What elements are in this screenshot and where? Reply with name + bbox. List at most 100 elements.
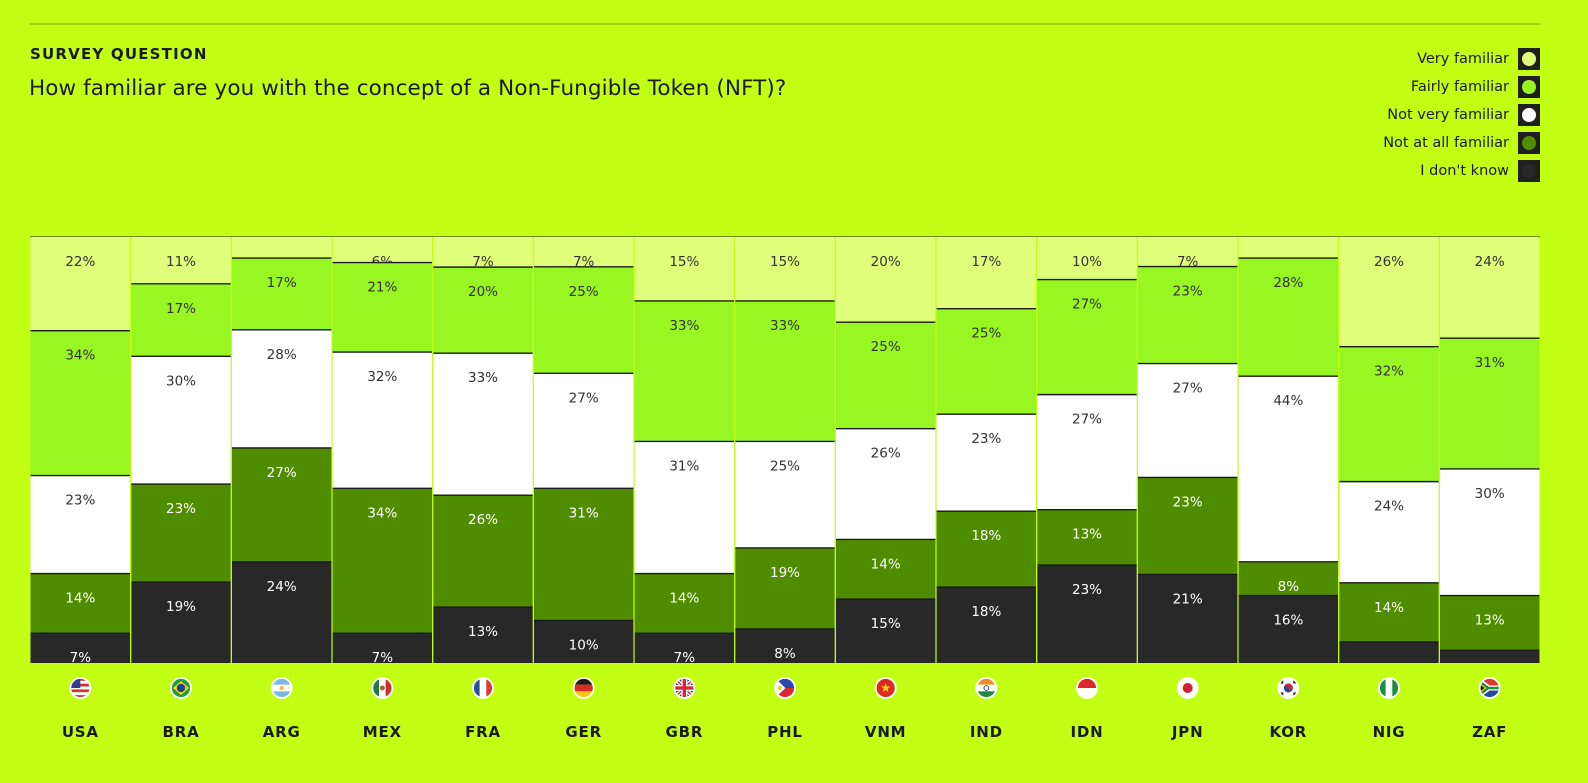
bar-segment-usa-3 [30,573,131,634]
bar-segment-ind-1 [936,308,1037,415]
bar-segment-vnm-0 [835,237,936,323]
legend-dot-icon [1522,80,1536,94]
flag-ring [1176,677,1199,699]
legend-swatch [1518,132,1540,154]
bar-segment-gbr-0 [634,237,735,301]
bar-segment-zaf-1 [1439,338,1540,469]
bar-segment-idn-0 [1037,237,1137,280]
vn-flag-icon [875,678,896,698]
bar-zaf: 24% 31% 30% 13% [1439,237,1540,663]
bar-usa: 22% 34% 23% 14% 7% [30,237,131,666]
bar-fra: 7% 20% 33% 26% 13% [433,237,533,663]
bar-segment-gbr-2 [634,441,735,574]
data-label: 13% [1475,613,1505,629]
bar-ger: 7% 25% 27% 31% 10% [533,237,634,663]
bar-segment-gbr-4 [634,633,735,663]
bar-segment-ger-4 [533,620,634,663]
legend-label: Very familiar [1417,51,1509,67]
data-label: 25% [971,326,1001,342]
bar-segment-phl-1 [735,300,835,442]
bar-arg: 17% 28% 27% 24% [231,237,332,663]
bar-segment-kor-3 [1238,561,1339,596]
mx-flag-icon [372,678,393,698]
data-label: 31% [669,458,699,474]
bar-segment-idn-4 [1037,565,1137,663]
flag-ring [673,677,696,699]
country-label: BRA [163,723,200,741]
data-label: 24% [1374,499,1404,515]
legend-swatch [1518,104,1540,126]
bar-segment-vnm-2 [835,428,936,540]
legend-item-fairly-familiar: Fairly familiar [1383,73,1540,101]
country-label: JPN [1171,723,1204,741]
data-label: 25% [569,284,599,300]
data-label: 30% [166,373,196,389]
legend-swatch [1518,160,1540,182]
data-label: 14% [65,591,95,607]
bar-segment-mex-4 [332,633,433,663]
bar-gbr: 15% 33% 31% 14% 7% [634,237,735,666]
data-label: 7% [472,254,494,270]
data-label: 10% [569,637,599,653]
bar-segment-usa-4 [30,633,131,663]
bar-segment-ger-2 [533,373,634,489]
survey-kicker: SURVEY QUESTION [30,45,208,63]
bar-segment-vnm-3 [835,539,936,600]
de-flag-icon [573,678,594,698]
data-label: 34% [367,505,397,521]
bar-segment-bra-2 [131,356,231,485]
bar-segment-jpn-3 [1137,477,1238,575]
data-label: 27% [569,390,599,406]
bar-mex: 6%21%32%34%7% [332,237,433,666]
legend-item-very-familiar: Very familiar [1383,45,1540,73]
data-label: 14% [871,556,901,572]
flag-ring [572,677,595,699]
data-label: 7% [372,650,394,666]
bar-segment-ger-3 [533,488,634,621]
bar-segment-mex-3 [332,488,433,634]
country-label: ZAF [1472,723,1507,741]
data-label: 7% [573,254,595,270]
country-label: VNM [865,723,907,741]
data-label: 18% [971,604,1001,620]
bar-segment-zaf-3 [1439,595,1540,651]
bar-segment-arg-2 [231,329,332,448]
legend-label: I don't know [1420,163,1509,179]
bar-segment-zaf-2 [1439,468,1540,596]
data-label: 27% [1173,381,1203,397]
flag-ring [371,677,394,699]
flag-ring [774,677,796,699]
bar-nig: 26% 32% 24% 14% [1339,237,1439,663]
bar-segment-zaf-4 [1439,650,1540,663]
bar-segment-ind-3 [936,511,1037,588]
bar-segment-fra-0 [433,237,533,268]
data-label: 8% [1278,579,1300,595]
data-label: 15% [770,254,800,270]
data-label: 13% [1072,527,1102,543]
data-label: 33% [770,318,800,334]
data-label: 17% [267,275,297,291]
legend: Very familiar Fairly familiar Not very f… [1383,45,1540,185]
data-label: 31% [1475,355,1505,371]
id-flag-icon [1077,678,1097,698]
bar-segment-nig-3 [1339,582,1439,642]
legend-dot-icon [1522,136,1536,150]
country-label: IDN [1071,723,1104,741]
data-label: 15% [669,254,699,270]
data-label: 21% [367,280,397,296]
bar-segment-fra-2 [433,353,533,496]
legend-item-not-very-familiar: Not very familiar [1383,101,1540,129]
bar-ind: 17% 25% 23% 18% 18% [936,237,1037,663]
data-label: 10% [1072,254,1102,270]
bar-segment-vnm-4 [835,599,936,663]
bar-segment-ind-4 [936,587,1037,663]
flag-ring [270,677,293,699]
bar-segment-jpn-0 [1137,237,1238,267]
bar-segment-idn-3 [1037,509,1137,566]
bar-segment-nig-1 [1339,346,1439,482]
bar-segment-kor-1 [1238,258,1339,377]
ar-flag-icon [271,678,292,698]
bar-segment-kor-0 [1238,237,1339,259]
data-label: 32% [1374,364,1404,380]
